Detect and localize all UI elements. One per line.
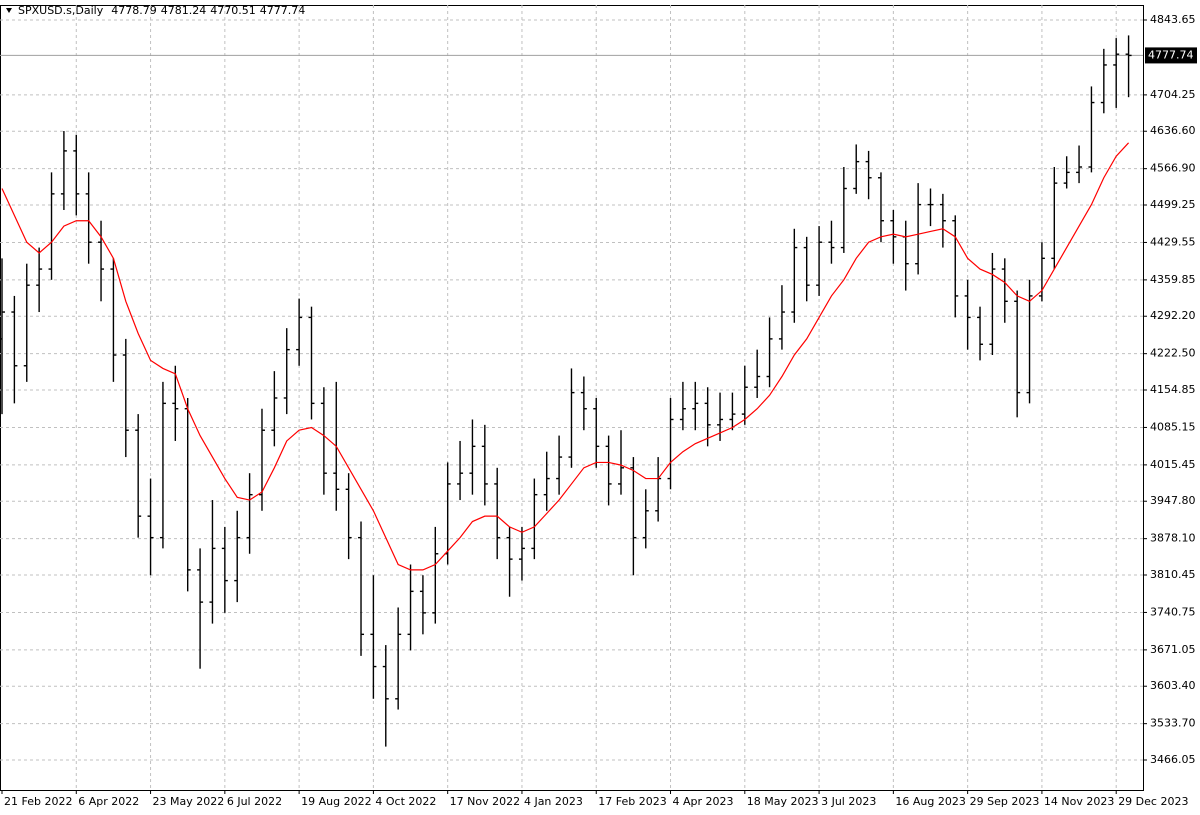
y-tick-label: 4292.20 (1150, 309, 1196, 322)
x-tick-label: 17 Nov 2022 (450, 795, 520, 808)
x-tick-label: 23 May 2022 (153, 795, 225, 808)
x-tick-label: 4 Apr 2023 (673, 795, 734, 808)
y-tick-label: 3740.75 (1150, 605, 1196, 618)
y-tick-label: 4636.60 (1150, 124, 1196, 137)
x-tick-label: 18 May 2023 (747, 795, 819, 808)
y-tick-label: 4154.85 (1150, 383, 1196, 396)
y-tick-label: 3810.45 (1150, 568, 1196, 581)
y-tick-label: 3466.05 (1150, 753, 1196, 766)
last-price-box (1145, 47, 1197, 64)
header-value: 4770.51 (210, 4, 256, 17)
y-tick-label: 4704.25 (1150, 88, 1196, 101)
y-tick-label: 4499.25 (1150, 198, 1196, 211)
x-tick-label: 4 Jan 2023 (524, 795, 583, 808)
moving-average (1, 142, 1130, 571)
y-tick-label: 3671.05 (1150, 643, 1196, 656)
y-tick-label: 3533.70 (1150, 717, 1196, 730)
x-tick-label: 6 Apr 2022 (78, 795, 139, 808)
x-tick-label: 19 Aug 2022 (301, 795, 371, 808)
y-tick-label: 4359.85 (1150, 273, 1196, 286)
x-tick-label: 29 Dec 2023 (1118, 795, 1188, 808)
y-tick-label: 4843.65 (1150, 13, 1196, 26)
y-tick-label: 3878.10 (1150, 532, 1196, 545)
x-tick-label: 6 Jul 2022 (227, 795, 282, 808)
last-price-label: 4777.74 (1148, 48, 1194, 61)
chart-title: SPXUSD.s,Daily (18, 4, 104, 17)
y-tick-label: 3603.40 (1150, 679, 1196, 692)
y-tick-label: 4222.50 (1150, 347, 1196, 360)
x-tick-label: 4 Oct 2022 (375, 795, 436, 808)
x-tick-label: 16 Aug 2023 (895, 795, 965, 808)
header-value: 4781.24 (161, 4, 207, 17)
x-tick-label: 29 Sep 2023 (970, 795, 1040, 808)
x-tick-label: 21 Feb 2022 (4, 795, 72, 808)
header-arrow (6, 8, 12, 13)
x-tick-label: 3 Jul 2023 (821, 795, 876, 808)
y-tick-label: 4085.15 (1150, 420, 1196, 433)
x-tick-label: 17 Feb 2023 (598, 795, 666, 808)
x-tick-label: 14 Nov 2023 (1044, 795, 1114, 808)
header-value: 4778.79 (111, 4, 157, 17)
y-tick-label: 4429.55 (1150, 235, 1196, 248)
y-tick-label: 4566.90 (1150, 162, 1196, 175)
y-tick-label: 3947.80 (1150, 494, 1196, 507)
header-value: 4777.74 (260, 4, 306, 17)
y-tick-label: 4015.45 (1150, 458, 1196, 471)
